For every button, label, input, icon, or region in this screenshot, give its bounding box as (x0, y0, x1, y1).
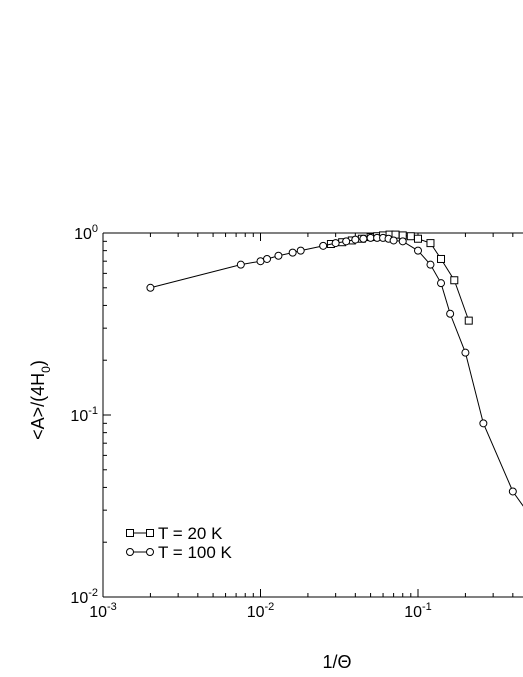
y-tick-label: 100 (74, 223, 98, 243)
y-tick-label: 10-2 (70, 587, 98, 607)
x-tick-label: 10-1 (404, 601, 432, 621)
data-point-circle (359, 234, 368, 243)
y-tick-label-exp: -1 (88, 405, 98, 417)
y-axis-label-base: <A>/(4H (28, 373, 48, 440)
x-tick-label: 10-2 (247, 601, 275, 621)
data-point-square (437, 254, 446, 263)
data-point-circle (256, 257, 265, 266)
data-point-circle (274, 251, 283, 260)
data-point-circle (146, 283, 155, 292)
y-tick-label-base: 10 (70, 408, 88, 425)
data-point-circle (426, 260, 435, 269)
y-tick-label-base: 10 (74, 226, 92, 243)
legend-marker-left (126, 548, 134, 556)
data-point-circle (236, 260, 245, 269)
x-axis-label: 1/Θ (322, 652, 351, 672)
y-axis-label-tail: ) (28, 360, 48, 366)
data-point-circle (479, 419, 488, 428)
x-tick-label-exp: -2 (265, 601, 275, 613)
data-point-circle (296, 246, 305, 255)
data-point-circle (351, 235, 360, 244)
series-2 (146, 233, 523, 507)
x-tick-label-exp: -1 (422, 601, 432, 613)
data-point-circle (414, 246, 422, 255)
x-tick-label-base: 10 (89, 604, 107, 621)
data-point-circle (366, 233, 375, 242)
data-point-square (464, 316, 473, 325)
y-tick-label-base: 10 (70, 590, 88, 607)
data-point-circle (508, 487, 517, 496)
data-point-circle (437, 279, 446, 288)
data-point-circle (389, 236, 398, 245)
y-tick-label: 10-1 (70, 405, 98, 425)
data-point-circle (319, 241, 328, 250)
x-tick-label-base: 10 (404, 604, 422, 621)
data-point-square (450, 276, 459, 285)
series-line-2 (150, 237, 523, 507)
series (146, 230, 523, 507)
data-point-square (426, 239, 435, 248)
x-tick-label: 10-3 (89, 601, 117, 621)
data-point-circle (263, 254, 272, 263)
legend-marker-right (146, 548, 154, 556)
y-tick-label-exp: -2 (88, 587, 98, 599)
legend-item-2: T = 100 K (126, 543, 233, 562)
legend-item-1: T = 20 K (126, 524, 223, 543)
y-tick-label-exp: 0 (92, 223, 98, 235)
data-point-circle (342, 237, 351, 246)
legend-label: T = 100 K (158, 543, 233, 562)
legend-label: T = 20 K (158, 524, 223, 543)
data-point-circle (288, 248, 297, 257)
data-point-circle (461, 348, 470, 357)
legend-marker-right (146, 529, 154, 537)
data-point-square (406, 232, 415, 241)
data-point-circle (331, 239, 340, 248)
legend: T = 20 KT = 100 K (126, 524, 233, 562)
x-tick-label-base: 10 (247, 604, 265, 621)
y-axis-label: <A>/(4H0) (28, 360, 53, 440)
data-point-circle (446, 309, 455, 318)
data-point-circle (398, 237, 407, 246)
x-tick-label-exp: -3 (107, 601, 117, 613)
legend-marker-left (126, 529, 134, 537)
y-axis-label-sub: 0 (39, 366, 53, 373)
data-point-square (414, 234, 422, 243)
